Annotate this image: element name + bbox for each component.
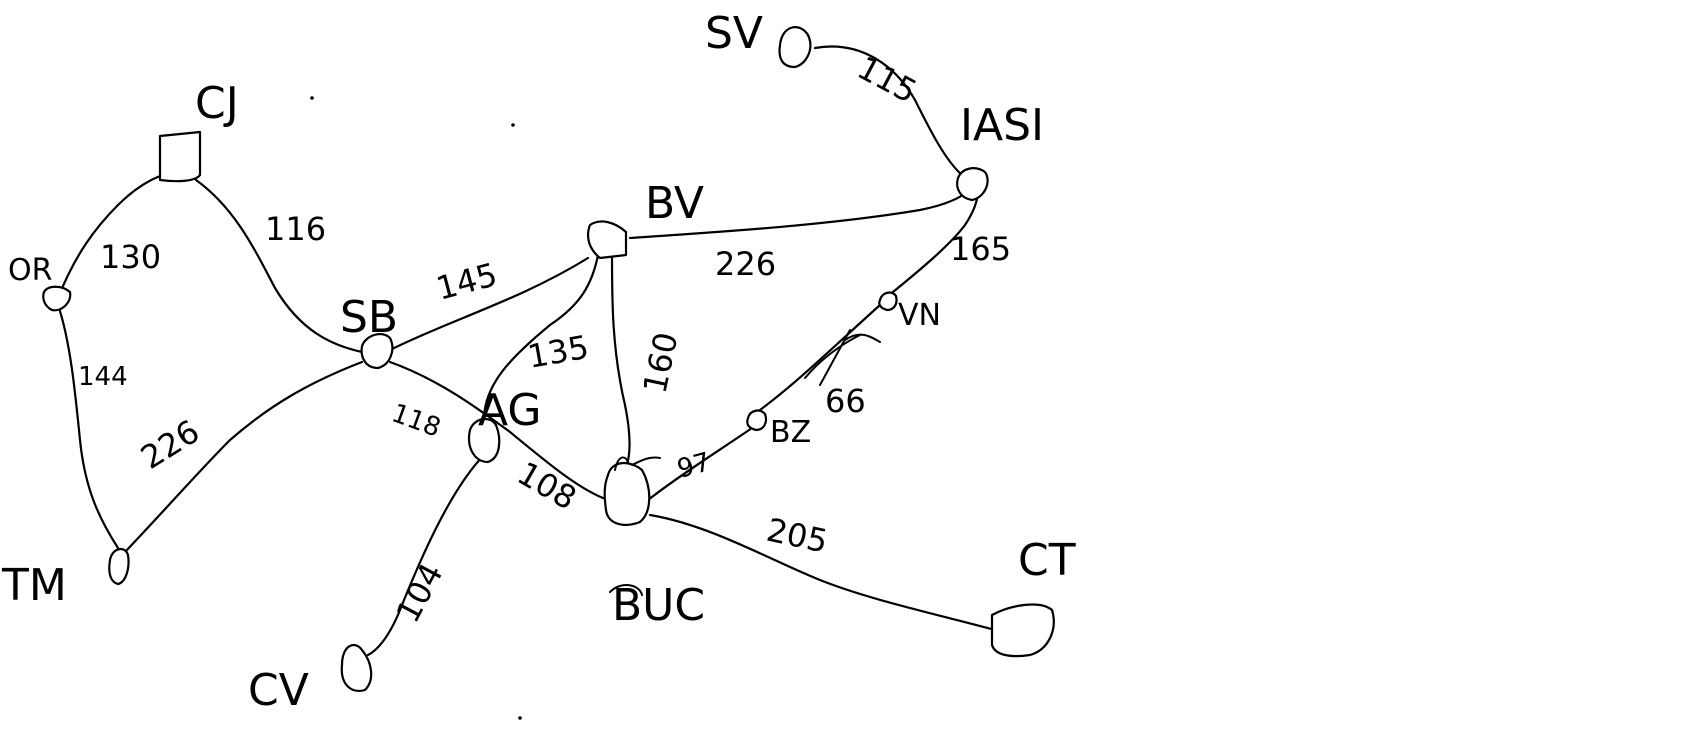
node-label-sv: SV: [705, 8, 763, 59]
edge-or-tm: [58, 305, 118, 548]
node-cj: [160, 132, 200, 181]
node-buc: [605, 463, 650, 525]
weight-bz-vn: 66: [825, 382, 866, 420]
weight-buc-ct: 205: [763, 511, 831, 561]
node-label-cj: CJ: [195, 78, 239, 129]
edge-ag-cv: [368, 455, 484, 655]
weight-tm-sb: 226: [134, 412, 206, 477]
node-label-ag: AG: [478, 385, 541, 436]
stray-dot: [511, 123, 515, 127]
node-sv: [780, 27, 811, 67]
edge-bv-buc: [612, 255, 630, 468]
weight-ag-buc: 108: [511, 454, 583, 517]
weight-or-tm: 144: [78, 362, 128, 392]
node-label-cv: CV: [248, 665, 309, 716]
weight-cj-sb: 116: [265, 210, 326, 248]
node-label-sb: SB: [340, 292, 398, 343]
weight-sv-iasi: 115: [851, 49, 923, 111]
stray-dot: [310, 96, 314, 100]
stray-dot: [518, 716, 522, 720]
weight-bv-buc: 160: [636, 329, 686, 397]
node-ct: [992, 605, 1054, 657]
node-tm: [109, 549, 128, 584]
weight-ag-cv: 104: [389, 557, 451, 629]
weight-vn-iasi: 165: [950, 230, 1011, 268]
node-label-ct: CT: [1018, 535, 1076, 586]
edge-cj-sb: [196, 180, 362, 352]
node-bv: [588, 221, 626, 258]
node-label-iasi: IASI: [960, 100, 1044, 151]
node-iasi: [957, 168, 987, 200]
weight-sb-bv: 145: [432, 255, 501, 308]
weight-bv-iasi: 226: [715, 245, 776, 283]
node-vn: [879, 293, 896, 310]
node-cv: [342, 645, 371, 691]
node-label-or: OR: [8, 253, 52, 288]
node-label-tm: TM: [1, 560, 67, 611]
weight-buc-bz: 97: [674, 447, 714, 485]
node-label-buc: BUC: [612, 580, 705, 631]
edge-weights: 130 116 144 226 145 118 135 108 104 160 …: [78, 49, 1011, 629]
edge-or-cj: [58, 176, 160, 298]
weight-ag-bv: 135: [525, 328, 592, 376]
node-label-bz: BZ: [770, 415, 811, 450]
weight-or-cj: 130: [100, 238, 161, 276]
node-label-bv: BV: [645, 178, 704, 229]
node-or: [43, 287, 70, 311]
node-bz: [747, 411, 766, 430]
weight-sb-buc: 118: [388, 398, 445, 443]
node-label-vn: VN: [898, 298, 941, 333]
